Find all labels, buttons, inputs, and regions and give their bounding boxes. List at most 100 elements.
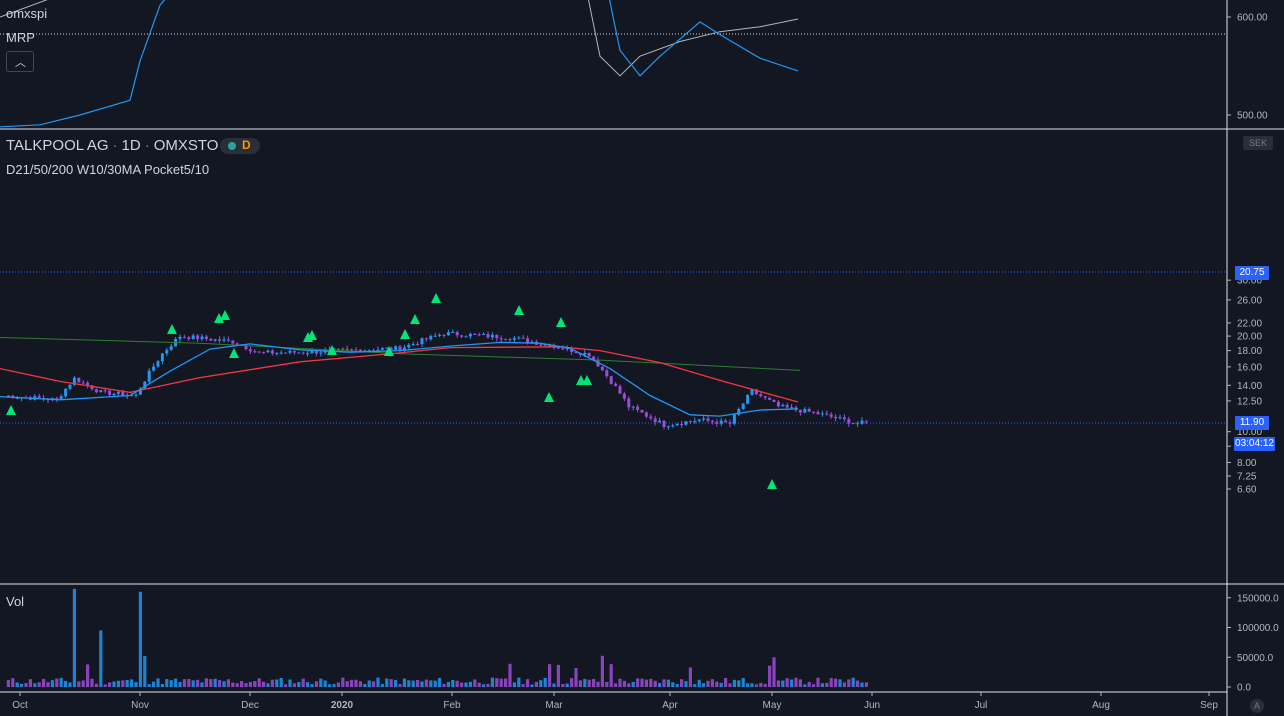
price-axis-label: 22.00: [1237, 318, 1262, 329]
volume-bar: [244, 683, 248, 687]
volume-bar: [486, 683, 490, 687]
candle-body: [812, 411, 816, 413]
auto-scale-button[interactable]: A: [1250, 699, 1264, 713]
candle-body: [702, 418, 706, 420]
symbol-title[interactable]: TALKPOOL AG · 1D · OMXSTO: [6, 137, 219, 154]
volume-bar: [583, 678, 587, 687]
collapse-pane-button[interactable]: ︿: [6, 51, 34, 72]
volume-bar: [829, 678, 833, 687]
candle-body: [772, 399, 776, 402]
volume-bar: [539, 680, 543, 687]
candle-body: [803, 408, 807, 413]
candle-body: [77, 377, 81, 383]
price-axis-label: 16.00: [1237, 362, 1262, 373]
buy-signal-icon: [167, 324, 177, 334]
volume-bar: [490, 677, 494, 687]
volume-bar: [288, 679, 292, 687]
candle-body: [297, 352, 301, 354]
volume-bar: [812, 684, 816, 687]
candle-body: [587, 352, 591, 357]
volume-bar: [631, 681, 635, 687]
candle-body: [182, 336, 186, 338]
volume-bar: [354, 679, 358, 687]
index-line: [0, 0, 799, 77]
indicator-label[interactable]: D21/50/200 W10/30MA Pocket5/10: [6, 162, 210, 177]
volume-bar: [561, 683, 565, 687]
volume-bar: [671, 682, 675, 687]
volume-bar: [407, 680, 411, 687]
volume-bar: [165, 679, 169, 687]
volume-bar: [55, 678, 59, 687]
candle-body: [530, 341, 534, 343]
candle-body: [55, 398, 59, 400]
candle-body: [504, 339, 508, 341]
candle-body: [438, 334, 442, 336]
volume-bar: [90, 678, 94, 687]
candle-body: [512, 338, 516, 340]
index-axis-label: 500.00: [1237, 111, 1268, 122]
volume-bar: [420, 681, 424, 687]
candle-body: [6, 395, 10, 397]
time-axis-label: 2020: [331, 700, 354, 711]
volume-bar: [442, 684, 446, 687]
volume-bar: [499, 678, 503, 687]
volume-bar: [174, 678, 178, 687]
candle-body: [539, 344, 543, 346]
candle-body: [570, 347, 574, 352]
volume-bar: [182, 679, 186, 687]
volume-bar: [653, 680, 657, 687]
candle-body: [807, 408, 811, 412]
candle-body: [842, 417, 846, 420]
candle-body: [719, 420, 723, 424]
volume-bar: [108, 682, 112, 687]
volume-bar: [59, 677, 63, 687]
candle-body: [768, 397, 772, 400]
candle-body: [169, 346, 173, 350]
buy-signal-icon: [307, 330, 317, 340]
time-axis-label: Nov: [131, 700, 149, 711]
candle-body: [310, 350, 314, 354]
volume-bar: [508, 663, 512, 687]
candle-body: [759, 394, 763, 397]
buy-signal-icon: [410, 314, 420, 324]
candle-body: [116, 391, 120, 394]
time-axis-label: Jun: [864, 700, 880, 711]
candle-body: [631, 406, 635, 408]
index-label: omxspi: [6, 6, 48, 21]
market-status-badge[interactable]: D: [220, 138, 260, 154]
candle-body: [90, 385, 94, 390]
price-axis-label: 18.00: [1237, 346, 1262, 357]
candle-body: [37, 396, 41, 398]
candle-body: [81, 382, 85, 384]
volume-bar: [636, 678, 640, 687]
volume-bar: [697, 679, 701, 687]
candle-body: [402, 347, 406, 351]
volume-bar: [191, 680, 195, 687]
volume-bar: [688, 667, 692, 687]
time-axis-label: Apr: [662, 700, 678, 711]
candle-body: [257, 351, 261, 353]
candle-body: [394, 346, 398, 350]
volume-bar: [640, 678, 644, 687]
candle-body: [112, 393, 116, 395]
candle-body: [442, 334, 446, 336]
candle-body: [543, 344, 547, 346]
candle-body: [680, 423, 684, 425]
price-axis-label: 6.60: [1237, 485, 1257, 496]
volume-bar: [160, 684, 164, 687]
candle-body: [688, 421, 692, 423]
time-axis-label: Oct: [12, 700, 28, 711]
volume-bar: [121, 680, 125, 687]
price-axis-label: 12.50: [1237, 396, 1262, 407]
candle-body: [521, 337, 525, 339]
volume-label: Vol: [6, 594, 25, 609]
volume-bar: [363, 683, 367, 687]
volume-bar: [15, 682, 19, 687]
candle-body: [416, 343, 420, 345]
candle-body: [350, 349, 354, 351]
candle-body: [622, 393, 626, 399]
currency-badge[interactable]: SEK: [1243, 136, 1273, 150]
ma-200-line: [0, 337, 801, 371]
volume-bar: [807, 681, 811, 687]
